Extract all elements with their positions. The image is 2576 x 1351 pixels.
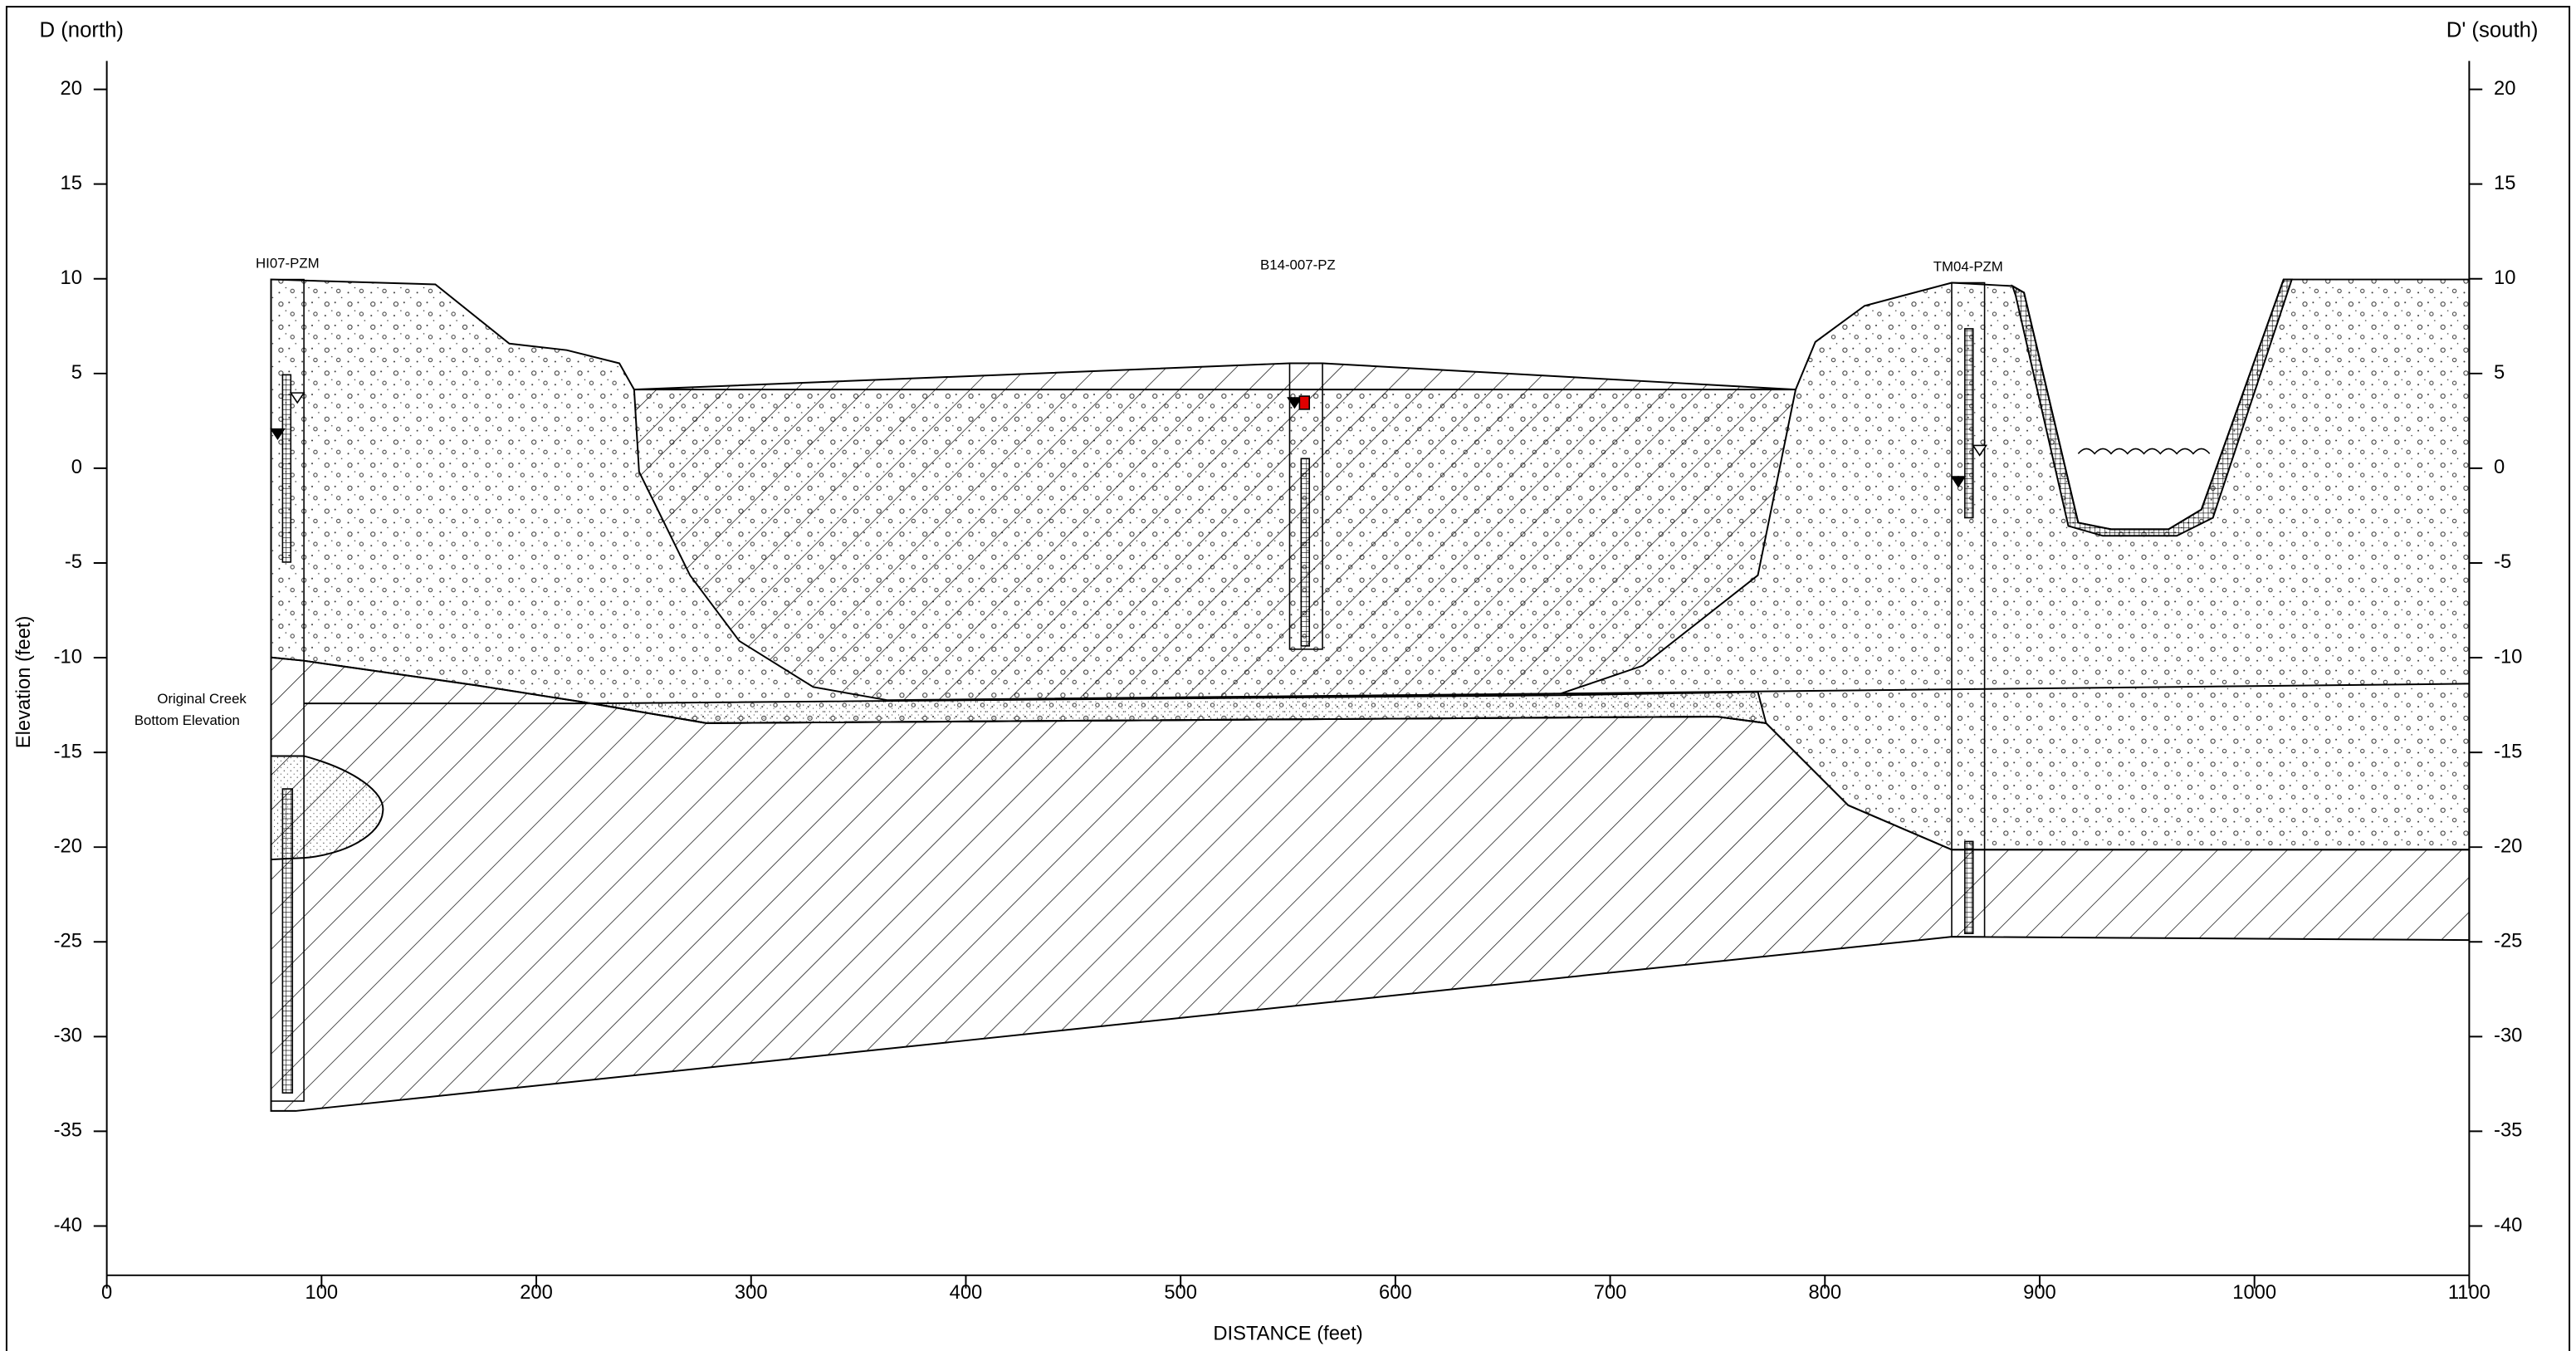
y-tick-label: -5	[65, 551, 82, 573]
page: {"chart_data":{"type":"cross-section", "…	[0, 0, 2576, 1351]
well-label: HI07-PZM	[256, 256, 320, 272]
x-tick-label: 300	[735, 1282, 768, 1304]
y-tick-label: -25	[54, 931, 82, 952]
x-tick-label: 100	[306, 1282, 339, 1304]
y-tick-label: -20	[54, 835, 82, 857]
y2-tick-label: -25	[2494, 931, 2522, 952]
x-tick-label: 1000	[2232, 1282, 2276, 1304]
water-surface	[2078, 448, 2209, 453]
y-axis-title: Elevation (feet)	[13, 616, 35, 749]
clay-upper	[634, 363, 1796, 700]
well-screen	[282, 789, 292, 1093]
geology	[271, 280, 2470, 1111]
annotation: Original Creek	[157, 691, 247, 707]
y2-tick-label: 20	[2494, 78, 2515, 100]
y-tick-label: -40	[54, 1215, 82, 1236]
cross-section: D (north) D' (south) DISTANCE (feet) Ele…	[0, 0, 2576, 1351]
y2-tick-label: 5	[2494, 362, 2505, 384]
y-tick-label: 10	[61, 267, 82, 289]
title-left: D (north)	[39, 19, 123, 42]
y2-tick-label: -15	[2494, 741, 2522, 762]
well-screen	[282, 374, 291, 562]
x-tick-label: 700	[1594, 1282, 1627, 1304]
y-tick-label: -30	[54, 1025, 82, 1047]
well-screen	[1965, 841, 1973, 933]
x-tick-label: 500	[1164, 1282, 1197, 1304]
y-tick-label: 0	[71, 457, 82, 478]
y2-tick-label: -5	[2494, 551, 2511, 573]
x-tick-label: 400	[950, 1282, 983, 1304]
y2-tick-label: -10	[2494, 646, 2522, 668]
y2-tick-label: -40	[2494, 1215, 2522, 1236]
water-level-marker	[1299, 396, 1309, 409]
y-tick-label: -35	[54, 1120, 82, 1142]
y-tick-label: 20	[61, 78, 82, 100]
y2-tick-label: 15	[2494, 173, 2515, 194]
well-screen	[1965, 329, 1973, 518]
well-screen	[1301, 458, 1309, 646]
y2-tick-label: 10	[2494, 267, 2515, 289]
y2-tick-label: -30	[2494, 1025, 2522, 1047]
x-tick-label: 200	[520, 1282, 553, 1304]
annotation: Bottom Elevation	[134, 712, 240, 728]
y-tick-label: -15	[54, 741, 82, 762]
y2-tick-label: 0	[2494, 457, 2505, 478]
well-label: TM04-PZM	[1933, 259, 2003, 275]
x-tick-label: 800	[1808, 1282, 1841, 1304]
x-tick-label: 1100	[2448, 1282, 2490, 1304]
x-tick-label: 600	[1379, 1282, 1412, 1304]
y-tick-label: 15	[61, 173, 82, 194]
x-tick-label: 900	[2023, 1282, 2056, 1304]
well-label: B14-007-PZ	[1260, 257, 1336, 273]
x-axis-title: DISTANCE (feet)	[1213, 1323, 1362, 1344]
x-tick-label: 0	[101, 1282, 112, 1304]
y2-tick-label: -35	[2494, 1120, 2522, 1142]
title-right: D' (south)	[2446, 19, 2539, 42]
y2-tick-label: -20	[2494, 835, 2522, 857]
y-tick-label: 5	[71, 362, 82, 384]
y-tick-label: -10	[54, 646, 82, 668]
